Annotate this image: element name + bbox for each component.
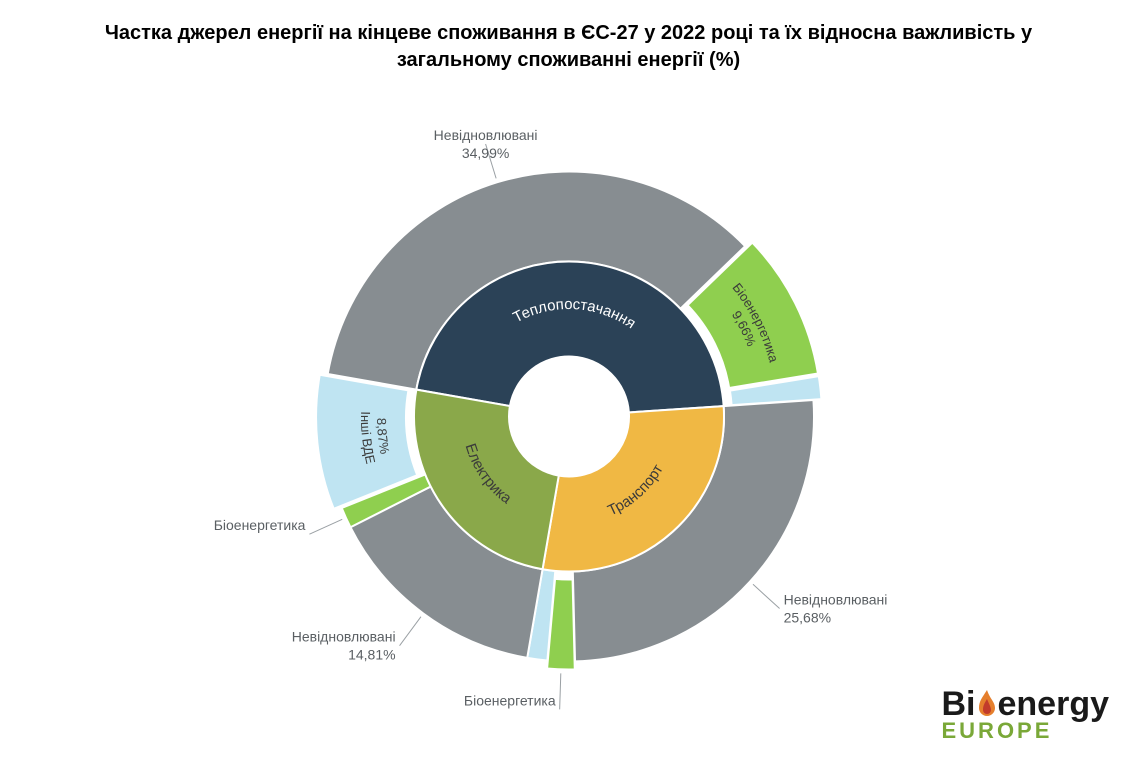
outer-slice-label: Невідновлювані	[433, 127, 537, 143]
outer-slice-label: Біоенергетика	[463, 692, 555, 708]
chart-title: Частка джерел енергії на кінцеве спожива…	[0, 0, 1137, 74]
outer-slice-value: 25,68%	[783, 610, 830, 626]
bioenergy-europe-logo: Bi energy EUROPE	[942, 689, 1110, 744]
donut-svg: ТеплопостачанняТранспортЕлектрикаНевідно…	[289, 137, 849, 697]
logo-line1: Bi energy	[942, 689, 1110, 720]
donut-chart: ТеплопостачанняТранспортЕлектрикаНевідно…	[289, 137, 849, 702]
outer-slice-value: 14,81%	[348, 647, 395, 663]
outer-slice-value: 34,99%	[461, 145, 508, 161]
outer-slice-label: Невідновлювані	[783, 592, 887, 608]
outer-slice-label: Біоенергетика	[213, 517, 305, 533]
outer-slice-label: Невідновлювані	[291, 629, 395, 645]
flame-icon	[976, 689, 998, 720]
